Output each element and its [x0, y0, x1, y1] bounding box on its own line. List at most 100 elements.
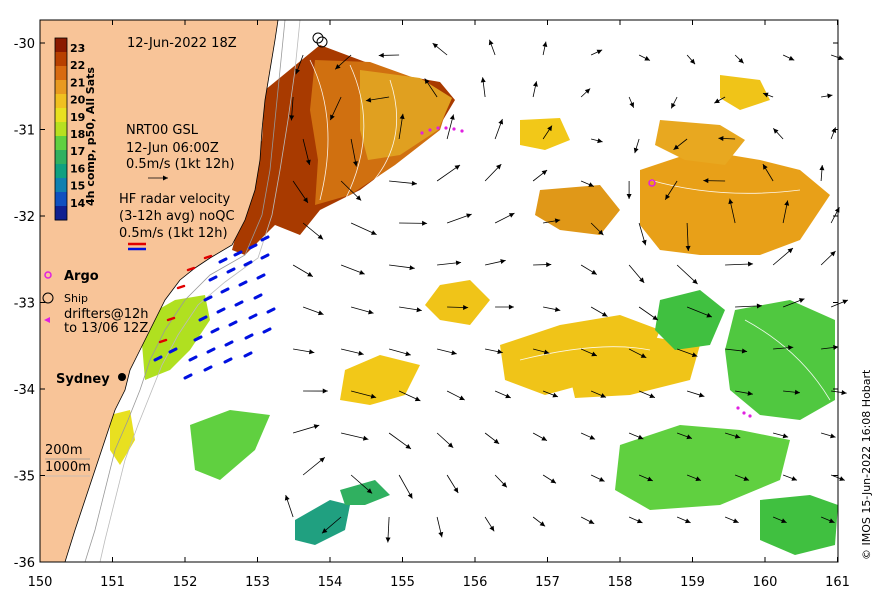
current-arrow-head: [493, 438, 500, 444]
sst-patch-yellow-south: [110, 410, 135, 465]
y-tick-label: -32: [14, 210, 35, 225]
current-arrow-head: [407, 493, 413, 499]
current-arrow-head: [728, 198, 734, 205]
colorbar-tick-label: 21: [70, 76, 85, 89]
y-tick-label: -30: [14, 37, 35, 52]
current-arrow-head: [496, 164, 502, 170]
current-arrow-head: [626, 193, 632, 199]
current-arrow-head: [489, 525, 495, 532]
colorbar-tick-label: 15: [70, 180, 85, 193]
colorbar-tick-label: 22: [70, 59, 85, 72]
colorbar-tick-label: 19: [70, 111, 85, 124]
current-arrow-head: [307, 271, 313, 277]
x-tick-label: 151: [100, 575, 125, 590]
x-tick-label: 150: [28, 575, 53, 590]
current-arrow-head: [451, 350, 457, 356]
current-arrow-head: [508, 304, 514, 310]
current-arrow-head: [318, 310, 324, 316]
current-arrow-head: [773, 128, 779, 134]
copyright-label: © IMOS 15-Jun-2022 16:08 Hobart: [860, 369, 873, 560]
current-arrow-head: [591, 269, 597, 275]
current-arrow-head: [838, 55, 844, 61]
current-arrow-head: [303, 197, 308, 203]
current-arrow-head: [685, 518, 691, 524]
current-arrow-head: [833, 345, 839, 350]
x-tick-label: 160: [753, 575, 778, 590]
current-arrow-head: [842, 299, 848, 305]
current-arrow-head: [355, 195, 362, 201]
current-arrow-head: [422, 220, 428, 226]
current-arrow-head: [385, 537, 391, 543]
current-arrow-head: [405, 351, 411, 357]
colorbar: 23 22 21 20 19 18 17 16 15 14 4h comp, p50, All S…: [54, 37, 97, 221]
current-arrow-head: [791, 476, 798, 481]
current-arrow-head: [597, 138, 603, 144]
sst-patch-green-2: [725, 300, 835, 420]
land-australia: [39, 19, 279, 563]
current-arrow-head: [644, 56, 650, 61]
current-arrow-head: [463, 304, 469, 310]
current-arrow-head: [447, 442, 454, 448]
current-arrow-head: [695, 476, 702, 482]
hf-radar-vectors: [153, 235, 276, 380]
current-arrow-head: [546, 262, 552, 268]
current-arrow-head: [305, 159, 311, 166]
current-arrow-head: [505, 393, 511, 399]
current-arrow-head: [762, 92, 769, 98]
sst-patch-warm-outer: [360, 70, 452, 160]
sst-patches: [110, 45, 838, 555]
current-arrow-head: [532, 81, 538, 87]
current-arrow-head: [539, 521, 546, 527]
ssh-contours: [309, 59, 831, 401]
current-arrow-head: [552, 392, 559, 398]
sst-patch-green-1: [655, 290, 725, 350]
current-arrow-head: [841, 390, 847, 395]
ship-markers: [312, 32, 328, 48]
y-tick-label: -31: [14, 124, 35, 139]
current-arrow-head: [554, 218, 561, 224]
current-arrow-head: [432, 43, 439, 49]
current-arrow-head: [543, 349, 550, 355]
ship-legend-label: Ship: [64, 292, 88, 305]
isobath-legend-1000m: 1000m: [45, 460, 91, 475]
current-arrow-head: [330, 114, 335, 121]
date-label: 12-Jun-2022 18Z: [127, 36, 237, 51]
current-arrow-head: [598, 476, 605, 482]
current-arrow-head: [584, 88, 591, 94]
current-arrow-head: [409, 265, 415, 271]
current-arrow-head: [787, 248, 793, 254]
current-arrow-head: [449, 114, 455, 120]
current-arrow-head: [335, 64, 341, 70]
sst-patch-green-south: [340, 480, 390, 505]
current-arrow-head: [830, 433, 836, 439]
current-arrow-head: [689, 58, 696, 65]
current-arrow-head: [550, 478, 557, 484]
colorbar-title: 4h comp, p50, All Sats: [84, 67, 97, 206]
current-arrow-head: [827, 93, 833, 99]
sydney-marker: [118, 373, 126, 381]
current-arrow-head: [673, 144, 680, 150]
x-tick-label: 154: [318, 575, 343, 590]
current-arrow-head: [784, 200, 790, 206]
current-arrow-head: [640, 353, 647, 358]
current-arrow-head: [497, 349, 503, 355]
current-arrow-head: [319, 457, 325, 463]
sst-patch-north-orange: [655, 120, 745, 165]
colorbar-tick-label: 23: [70, 42, 85, 55]
plot-frame: [39, 19, 839, 563]
y-tick-label: -33: [14, 297, 35, 312]
current-arrow-head: [743, 476, 750, 481]
current-arrow-head: [629, 102, 635, 108]
sst-patch-yellow-6: [720, 75, 770, 110]
argo-float-marker: [648, 179, 656, 187]
current-arrow-head: [365, 97, 372, 103]
x-tick-label: 153: [245, 575, 270, 590]
gsl-legend-line-3: 0.5m/s (1kt 12h): [126, 157, 235, 172]
current-arrow-head: [370, 393, 377, 399]
sst-patch-teal: [295, 500, 350, 545]
isobath-200m: [84, 19, 286, 563]
current-arrow-head: [647, 476, 653, 482]
current-arrow-head: [399, 113, 405, 120]
current-arrow-head: [698, 392, 705, 398]
colorbar-ticks: 23 22 21 20 19 18 17 16 15 14: [70, 42, 86, 210]
